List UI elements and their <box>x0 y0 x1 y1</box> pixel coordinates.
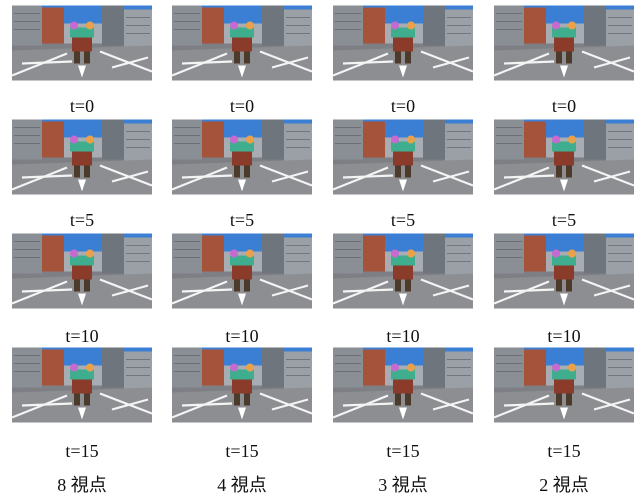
frame-caption: t=15 <box>225 441 258 461</box>
frame-image <box>12 6 152 81</box>
frame-caption: t=0 <box>552 96 576 116</box>
column-label: 8 視点 <box>57 475 107 495</box>
figure: t=0 t=5 t=10 t=15 8 視点 t=0 t=5 t=10 t=15 4 視点 t=0 t… <box>0 0 640 499</box>
frame-caption: t=0 <box>391 96 415 116</box>
frame-caption: t=0 <box>70 96 94 116</box>
frame-image <box>12 234 152 309</box>
frame-image <box>12 120 152 195</box>
column-label: 3 視点 <box>378 475 428 495</box>
frame-image <box>494 6 634 81</box>
frame-caption: t=15 <box>65 441 98 461</box>
frame-image <box>333 120 473 195</box>
frame-caption: t=10 <box>225 326 258 346</box>
frame-image <box>494 234 634 309</box>
frame-image <box>333 6 473 81</box>
frame-image <box>333 348 473 423</box>
frame-caption: t=0 <box>230 96 254 116</box>
frame-caption: t=10 <box>386 326 419 346</box>
frame-caption: t=5 <box>391 210 415 230</box>
frame-image <box>333 234 473 309</box>
frame-image <box>172 234 312 309</box>
frame-caption: t=5 <box>70 210 94 230</box>
frame-caption: t=10 <box>65 326 98 346</box>
frame-caption: t=15 <box>386 441 419 461</box>
frame-caption: t=10 <box>547 326 580 346</box>
frame-image <box>494 348 634 423</box>
frame-caption: t=5 <box>552 210 576 230</box>
frame-image <box>494 120 634 195</box>
frame-image <box>172 120 312 195</box>
column-label: 4 視点 <box>217 475 267 495</box>
frame-caption: t=15 <box>547 441 580 461</box>
frame-image <box>172 348 312 423</box>
frame-caption: t=5 <box>230 210 254 230</box>
frame-image <box>12 348 152 423</box>
frame-image <box>172 6 312 81</box>
column-label: 2 視点 <box>539 475 589 495</box>
